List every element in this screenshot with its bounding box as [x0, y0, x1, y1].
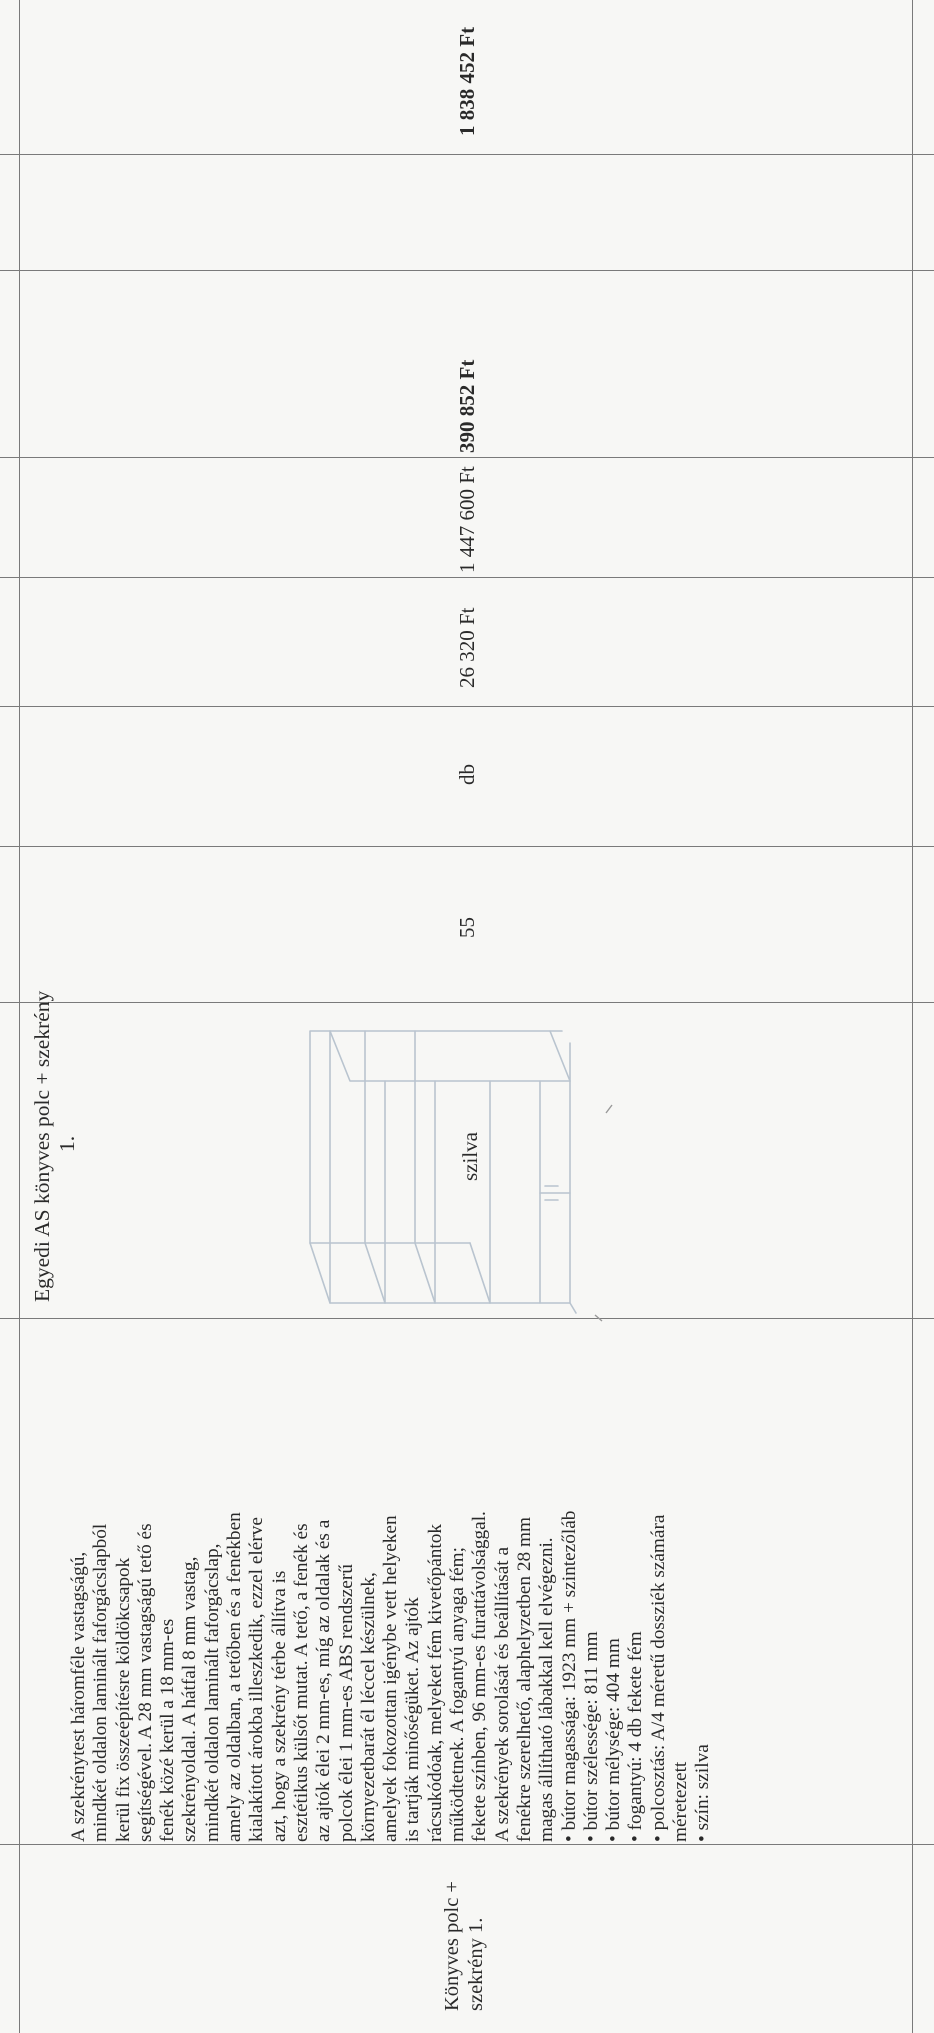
product-title: Egyedi AS könyves polc + szekrény 1.	[30, 991, 80, 1302]
description-line: polcok élei 1 mm-es ABS rendszerű	[335, 1564, 357, 1842]
description-line: • bútor magassága: 1923 mm + szintezőláb	[558, 1510, 580, 1842]
description-line: mindkét oldalon laminált faforgácslapból	[90, 1523, 112, 1842]
description-line: esztétikus külsőt mutat. A tető, a fenék…	[290, 1523, 312, 1842]
description-line: az ajtók élei 2 mm-es, míg az oldalak és…	[313, 1519, 335, 1842]
description-line: környezetbarát él léccel készülnek,	[357, 1572, 379, 1842]
color-value: szilva	[458, 1132, 482, 1181]
description-line: • fogantyú: 4 db fekete fém	[625, 1631, 647, 1842]
col-divider	[0, 270, 934, 271]
col-divider	[0, 706, 934, 707]
col-divider	[0, 1844, 934, 1845]
table-border-bottom	[912, 0, 913, 2033]
item-name: Könyves polc + szekrény 1.	[440, 1881, 488, 2011]
product-title-line: 1.	[55, 1135, 79, 1152]
col-divider	[0, 846, 934, 847]
description-line: • szín: szilva	[692, 1744, 714, 1842]
description-line: A szekrénytest háromféle vastagságú,	[68, 1551, 89, 1842]
col-divider	[0, 154, 934, 155]
description-line: működtetnek. A fogantyú anyaga fém;	[447, 1546, 469, 1842]
description-line: mindkét oldalon laminált faforgácslap,	[201, 1543, 223, 1842]
description-line: fekete színben, 96 mm-es furattávolságga…	[469, 1511, 491, 1842]
description-line: segítségével. A 28 mm vastagságú tető és	[134, 1523, 156, 1842]
description-line: szekrényoldal. A hátfal 8 mm vastag,	[179, 1556, 201, 1842]
table-border-top	[19, 0, 20, 2033]
description-line: amelyek fokozottan igénybe vett helyeken	[380, 1515, 402, 1842]
description-line: • polcosztás: A/4 méretű dossziék számár…	[647, 1514, 669, 1842]
unit-value: db	[455, 764, 479, 785]
description-line: • bútor mélysége: 404 mm	[603, 1638, 625, 1842]
description-line: azt, hogy a szekrény térbe állítva is	[268, 1570, 290, 1842]
vat-value: 390 852 Ft	[455, 359, 479, 453]
col-divider	[0, 457, 934, 458]
product-title-line: Egyedi AS könyves polc + szekrény	[30, 990, 54, 1302]
description-line: magas állítható lábakkal kell elvégezni.	[536, 1537, 558, 1842]
description-line: rácsukódóak, melyeket fém kivetőpántok	[424, 1523, 446, 1842]
quantity-value: 55	[455, 917, 479, 938]
description-line: amely az oldalban, a tetőben és a fenékb…	[224, 1512, 246, 1842]
col-divider	[0, 1002, 934, 1003]
description-line: A szekrények sorolását és beállítását a	[491, 1547, 513, 1842]
description-line: kerül fix összeépítésre köldökcsapok	[112, 1557, 134, 1842]
unit-price-value: 26 320 Ft	[455, 607, 479, 688]
description-line: kialakított árokba illeszkedik, ezzel el…	[246, 1517, 268, 1842]
item-name-line: Könyves polc +	[441, 1881, 463, 2011]
item-name-line: szekrény 1.	[465, 1917, 487, 2011]
net-total-value: 1 447 600 Ft	[455, 466, 479, 573]
gross-total-value: 1 838 452 Ft	[455, 26, 479, 136]
description-line: fenékre szerelhető, alaphelyzetben 28 mm	[513, 1517, 535, 1842]
description-line: is tartják minőségüket. Az ajtók	[402, 1597, 424, 1842]
cabinet-sketch	[309, 1030, 613, 1322]
description-line: fenék közé kerül a 18 mm-es	[157, 1618, 179, 1842]
product-description: A szekrénytest háromféle vastagságú, min…	[68, 1322, 715, 1842]
col-divider	[0, 577, 934, 578]
description-line: méretezett	[670, 1761, 692, 1842]
description-line: • bútor szélessége: 811 mm	[580, 1631, 602, 1842]
